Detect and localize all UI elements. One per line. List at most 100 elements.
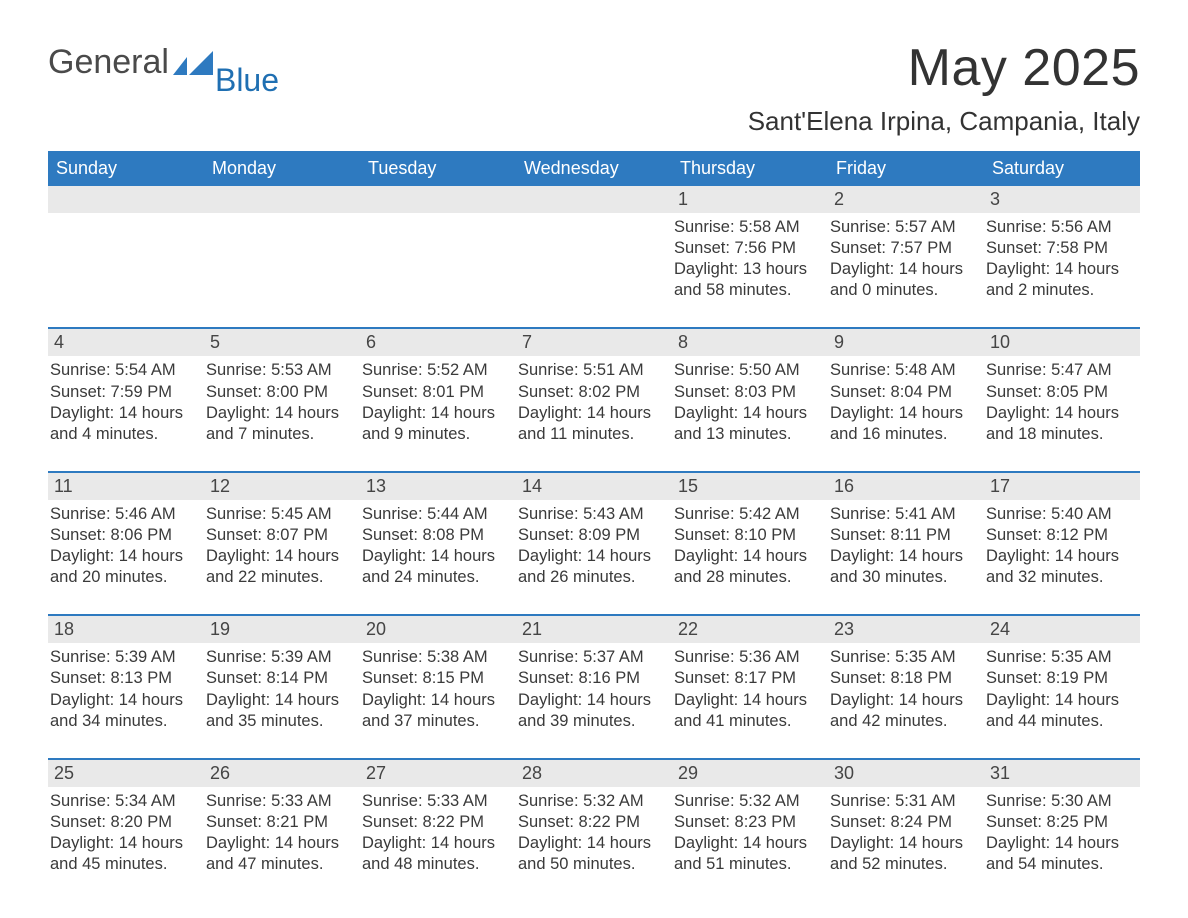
day-detail: Sunrise: 5:53 AMSunset: 8:00 PMDaylight:… [206, 360, 352, 444]
day-cell: 20 Sunrise: 5:38 AMSunset: 8:15 PMDayligh… [360, 616, 516, 737]
daylight-line: Daylight: 14 hours and 24 minutes. [362, 546, 508, 588]
day-number [48, 186, 204, 213]
sunset-line: Sunset: 8:13 PM [50, 668, 196, 689]
weeks-container: 1Sunrise: 5:58 AMSunset: 7:56 PMDaylight… [48, 186, 1140, 881]
sunset-line: Sunset: 8:05 PM [986, 382, 1132, 403]
day-cell: 14Sunrise: 5:43 AMSunset: 8:09 PMDayligh… [516, 473, 672, 594]
day-number: 8 [672, 329, 828, 356]
day-cell [204, 186, 360, 307]
day-cell: 8Sunrise: 5:50 AMSunset: 8:03 PMDaylight… [672, 329, 828, 450]
day-number: 9 [828, 329, 984, 356]
daylight-line: Daylight: 14 hours and 35 minutes. [206, 690, 352, 732]
day-number: 20 [360, 616, 516, 643]
day-cell: 25Sunrise: 5:34 AMSunset: 8:20 PMDayligh… [48, 760, 204, 881]
day-cell: 19Sunrise: 5:39 AMSunset: 8:14 PMDayligh… [204, 616, 360, 737]
sunset-line: Sunset: 8:00 PM [206, 382, 352, 403]
sunset-line: Sunset: 7:56 PM [674, 238, 820, 259]
sunset-line: Sunset: 8:22 PM [362, 812, 508, 833]
day-detail: Sunrise: 5:51 AMSunset: 8:02 PMDaylight:… [518, 360, 664, 444]
day-number: 31 [984, 760, 1140, 787]
daylight-line: Daylight: 14 hours and 48 minutes. [362, 833, 508, 875]
daylight-line: Daylight: 14 hours and 54 minutes. [986, 833, 1132, 875]
sunset-line: Sunset: 8:24 PM [830, 812, 976, 833]
day-number: 28 [516, 760, 672, 787]
day-cell: 3Sunrise: 5:56 AMSunset: 7:58 PMDaylight… [984, 186, 1140, 307]
day-cell: 16Sunrise: 5:41 AMSunset: 8:11 PMDayligh… [828, 473, 984, 594]
day-cell: 27Sunrise: 5:33 AMSunset: 8:22 PMDayligh… [360, 760, 516, 881]
day-number: 10 [984, 329, 1140, 356]
weekday-label: Friday [828, 151, 984, 186]
sunset-line: Sunset: 8:19 PM [986, 668, 1132, 689]
sunset-line: Sunset: 8:23 PM [674, 812, 820, 833]
daylight-line: Daylight: 14 hours and 26 minutes. [518, 546, 664, 588]
sunrise-line: Sunrise: 5:51 AM [518, 360, 664, 381]
sunrise-line: Sunrise: 5:32 AM [674, 791, 820, 812]
sunrise-line: Sunrise: 5:50 AM [674, 360, 820, 381]
sunrise-line: Sunrise: 5:56 AM [986, 217, 1132, 238]
day-detail: Sunrise: 5:40 AMSunset: 8:12 PMDaylight:… [986, 504, 1132, 588]
day-detail: Sunrise: 5:31 AMSunset: 8:24 PMDaylight:… [830, 791, 976, 875]
day-number: 26 [204, 760, 360, 787]
day-detail: Sunrise: 5:47 AMSunset: 8:05 PMDaylight:… [986, 360, 1132, 444]
sunrise-line: Sunrise: 5:52 AM [362, 360, 508, 381]
title-block: May 2025 Sant'Elena Irpina, Campania, It… [748, 38, 1140, 137]
day-number: 19 [204, 616, 360, 643]
daylight-line: Daylight: 14 hours and 7 minutes. [206, 403, 352, 445]
day-cell: 22Sunrise: 5:36 AMSunset: 8:17 PMDayligh… [672, 616, 828, 737]
day-cell: 23Sunrise: 5:35 AMSunset: 8:18 PMDayligh… [828, 616, 984, 737]
sunrise-line: Sunrise: 5:34 AM [50, 791, 196, 812]
day-cell: 28 Sunrise: 5:32 AMSunset: 8:22 PMDayligh… [516, 760, 672, 881]
day-cell: 2Sunrise: 5:57 AMSunset: 7:57 PMDaylight… [828, 186, 984, 307]
week-row: 25Sunrise: 5:34 AMSunset: 8:20 PMDayligh… [48, 758, 1140, 881]
sunrise-line: Sunrise: 5:38 AM [362, 647, 508, 668]
day-cell: 13Sunrise: 5:44 AMSunset: 8:08 PMDayligh… [360, 473, 516, 594]
daylight-line: Daylight: 14 hours and 39 minutes. [518, 690, 664, 732]
daylight-line: Daylight: 14 hours and 51 minutes. [674, 833, 820, 875]
sunrise-line: Sunrise: 5:41 AM [830, 504, 976, 525]
day-detail: Sunrise: 5:38 AMSunset: 8:15 PMDaylight:… [362, 647, 508, 731]
day-detail: Sunrise: 5:54 AMSunset: 7:59 PMDaylight:… [50, 360, 196, 444]
daylight-line: Daylight: 14 hours and 47 minutes. [206, 833, 352, 875]
day-detail: Sunrise: 5:35 AMSunset: 8:18 PMDaylight:… [830, 647, 976, 731]
day-number: 25 [48, 760, 204, 787]
sunrise-line: Sunrise: 5:47 AM [986, 360, 1132, 381]
day-detail: Sunrise: 5:32 AMSunset: 8:22 PMDaylight:… [518, 791, 664, 875]
sunrise-line: Sunrise: 5:46 AM [50, 504, 196, 525]
day-cell: 5Sunrise: 5:53 AMSunset: 8:00 PMDaylight… [204, 329, 360, 450]
daylight-line: Daylight: 14 hours and 9 minutes. [362, 403, 508, 445]
day-detail: Sunrise: 5:42 AMSunset: 8:10 PMDaylight:… [674, 504, 820, 588]
daylight-line: Daylight: 13 hours and 58 minutes. [674, 259, 820, 301]
sunset-line: Sunset: 8:11 PM [830, 525, 976, 546]
sunrise-line: Sunrise: 5:39 AM [206, 647, 352, 668]
weekday-label: Monday [204, 151, 360, 186]
daylight-line: Daylight: 14 hours and 11 minutes. [518, 403, 664, 445]
daylight-line: Daylight: 14 hours and 13 minutes. [674, 403, 820, 445]
brand-logo: General Blue [48, 42, 279, 79]
header: General Blue May 2025 Sant'Elena Irpina,… [48, 38, 1140, 137]
sunset-line: Sunset: 8:12 PM [986, 525, 1132, 546]
sunset-line: Sunset: 8:21 PM [206, 812, 352, 833]
sunset-line: Sunset: 8:17 PM [674, 668, 820, 689]
day-cell: 17Sunrise: 5:40 AMSunset: 8:12 PMDayligh… [984, 473, 1140, 594]
weekday-label: Thursday [672, 151, 828, 186]
sunset-line: Sunset: 7:57 PM [830, 238, 976, 259]
day-cell: 11Sunrise: 5:46 AMSunset: 8:06 PMDayligh… [48, 473, 204, 594]
sunrise-line: Sunrise: 5:58 AM [674, 217, 820, 238]
day-detail: Sunrise: 5:48 AMSunset: 8:04 PMDaylight:… [830, 360, 976, 444]
day-cell [516, 186, 672, 307]
sunrise-line: Sunrise: 5:42 AM [674, 504, 820, 525]
day-detail: Sunrise: 5:32 AMSunset: 8:23 PMDaylight:… [674, 791, 820, 875]
week-row: 1Sunrise: 5:58 AMSunset: 7:56 PMDaylight… [48, 186, 1140, 307]
sunrise-line: Sunrise: 5:45 AM [206, 504, 352, 525]
day-cell: 29Sunrise: 5:32 AMSunset: 8:23 PMDayligh… [672, 760, 828, 881]
day-number [204, 186, 360, 213]
day-detail: Sunrise: 5:52 AMSunset: 8:01 PMDaylight:… [362, 360, 508, 444]
day-detail: Sunrise: 5:43 AMSunset: 8:09 PMDaylight:… [518, 504, 664, 588]
day-detail: Sunrise: 5:58 AMSunset: 7:56 PMDaylight:… [674, 217, 820, 301]
daylight-line: Daylight: 14 hours and 28 minutes. [674, 546, 820, 588]
sunrise-line: Sunrise: 5:44 AM [362, 504, 508, 525]
sunrise-line: Sunrise: 5:32 AM [518, 791, 664, 812]
brand-name-b: Blue [215, 62, 279, 99]
day-cell: 18Sunrise: 5:39 AMSunset: 8:13 PMDayligh… [48, 616, 204, 737]
day-detail: Sunrise: 5:46 AMSunset: 8:06 PMDaylight:… [50, 504, 196, 588]
